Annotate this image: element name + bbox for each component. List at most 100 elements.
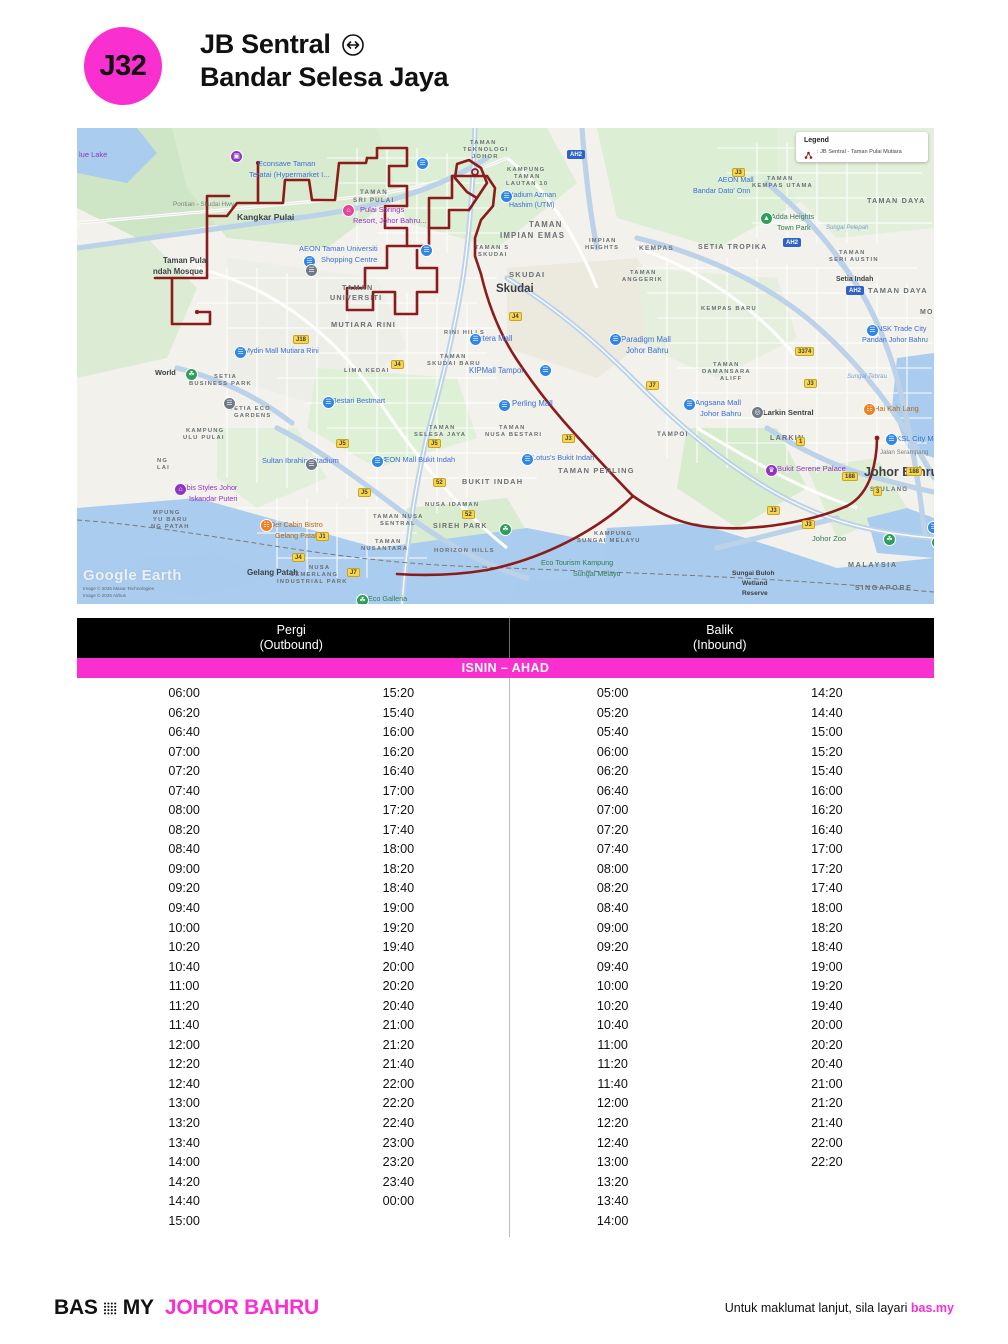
inbound-time-cell: 16:20 [811, 803, 843, 818]
inbound-time-cell: 05:00 [596, 686, 629, 700]
map-poi-pin-icon: ☰ [371, 455, 384, 468]
inbound-time-cell: 10:20 [596, 998, 629, 1013]
outbound-time-cell: 06:40 [168, 725, 200, 740]
outbound-time-cell: 12:20 [168, 1057, 200, 1072]
outbound-time-cell: 17:20 [382, 803, 415, 818]
schedule-table-header: Pergi (Outbound) Balik (Inbound) [77, 618, 934, 658]
map-poi-pin-icon: ☰ [223, 397, 236, 410]
map-poi-pin-icon: ⌂ [342, 204, 355, 217]
body-column-divider [509, 678, 511, 1238]
map-poi-pin-icon: ☷ [863, 403, 876, 416]
outbound-time-cell: 23:00 [382, 1135, 415, 1150]
inbound-time-cell: 07:40 [596, 842, 629, 857]
map-road-shield: J4 [509, 312, 522, 321]
service-days-band: ISNIN – AHAD [77, 658, 934, 678]
inbound-time-cell: 05:40 [596, 725, 629, 740]
map-road-shield: AH2 [783, 238, 802, 247]
map-road-shield: J3 [804, 379, 817, 388]
brand-my-label: MY [122, 1296, 154, 1319]
route-origin-line: JB Sentral [200, 28, 900, 61]
map-poi-pin-icon: ☘ [499, 523, 512, 536]
outbound-time-cell: 08:00 [168, 803, 200, 818]
footer-note-prefix: Untuk maklumat lanjut, sila layari [724, 1301, 911, 1315]
inbound-time-cell: 10:00 [596, 979, 629, 994]
inbound-time-cell: 18:20 [811, 920, 843, 935]
inbound-time-cell: 17:00 [811, 842, 843, 857]
inbound-time-cell: 07:20 [596, 822, 629, 837]
inbound-time-cell: 06:40 [596, 783, 629, 798]
map-attribution-airbus: Image © 2025 Airbus [83, 593, 126, 598]
footer-website-link[interactable]: bas.my [910, 1301, 954, 1315]
map-road-shield: J3 [732, 168, 745, 177]
outbound-time-cell: 10:40 [168, 959, 200, 974]
outbound-time-cell: 19:00 [382, 901, 415, 916]
map-poi-pin-icon: ☰ [521, 453, 534, 466]
map-poi-pin-icon: ☰ [683, 398, 696, 411]
outbound-time-cell: 00:00 [382, 1194, 415, 1209]
outbound-time-cell: 15:00 [168, 1213, 200, 1228]
brand-city-label: JOHOR BAHRU [164, 1296, 320, 1319]
page-footer: BAS MY JOHOR BAHRU Untuk maklumat lanjut… [0, 1282, 1008, 1344]
route-destination-label: Bandar Selesa Jaya [200, 62, 449, 92]
outbound-time-cell: 09:40 [168, 901, 200, 916]
outbound-time-cell: 13:00 [168, 1096, 200, 1111]
map-road-shield: 3374 [795, 347, 815, 356]
map-poi-pin-icon: ☰ [416, 157, 429, 170]
map-poi-pin-icon: ☰ [305, 264, 318, 277]
outbound-time-cell: 09:00 [168, 861, 200, 876]
map-poi-pin-icon: ☘ [356, 594, 369, 604]
outbound-time-cell: 22:00 [382, 1076, 415, 1091]
inbound-time-cell: 21:20 [811, 1096, 843, 1111]
inbound-time-cell: 16:00 [811, 783, 843, 798]
outbound-time-cell: 07:40 [168, 783, 200, 798]
map-poi-pin-icon: ☰ [539, 364, 552, 377]
brand-bas-label: BAS [54, 1296, 98, 1319]
inbound-time-cell: 11:20 [597, 1057, 628, 1072]
inbound-subtitle: (Inbound) [692, 638, 747, 652]
inbound-time-cell: 14:00 [596, 1213, 629, 1228]
header-column-divider [509, 618, 511, 658]
bidirectional-arrow-icon [341, 33, 365, 57]
map-road-shield: 188 [842, 472, 859, 481]
inbound-time-cell: 13:40 [596, 1194, 629, 1209]
legend-entry-label: : JB Sentral - Taman Pulai Mutiara [817, 148, 902, 155]
outbound-time-cell: 14:00 [168, 1155, 200, 1170]
inbound-column-1: 05:00 05:20 05:40 06:00 06:20 06:40 07:00 07:20… [506, 684, 720, 1231]
map-road-shield: J1 [316, 532, 329, 541]
inbound-time-cell: 15:40 [811, 764, 843, 779]
map-road-shield: J7 [646, 381, 659, 390]
outbound-time-cell: 11:20 [168, 998, 200, 1013]
inbound-time-cell: 12:00 [596, 1096, 629, 1111]
map-road-shield: J3 [802, 520, 815, 529]
outbound-time-cell: 07:20 [168, 764, 200, 779]
map-road-shield: AH2 [567, 150, 586, 159]
map-road-shield: J7 [347, 568, 360, 577]
inbound-time-cell: 08:40 [596, 901, 629, 916]
map-poi-pin-icon: ☰ [500, 190, 513, 203]
outbound-time-cell: 17:40 [382, 822, 415, 837]
inbound-time-cell: 12:40 [596, 1135, 629, 1150]
map-road-shield: J5 [358, 488, 371, 497]
map-poi-pin-icon: ☰ [420, 244, 433, 257]
outbound-time-cell: 17:00 [382, 783, 415, 798]
map-poi-pin-icon: ☰ [469, 333, 482, 346]
map-poi-pin-icon: ☰ [885, 433, 898, 446]
map-poi-pin-icon: ◎ [751, 406, 764, 419]
outbound-time-cell: 16:40 [382, 764, 415, 779]
inbound-time-cell: 18:40 [811, 940, 843, 955]
route-map[interactable]: lue Lake Econsave Taman Teratai (Hypermark… [77, 128, 934, 604]
inbound-time-cell: 16:40 [811, 822, 843, 837]
outbound-time-cell: 12:00 [168, 1037, 200, 1052]
outbound-time-cell: 11:40 [168, 1018, 200, 1033]
map-poi-pin-icon: ▣ [230, 150, 243, 163]
inbound-time-cell: 19:00 [811, 959, 843, 974]
map-poi-pin-icon: ☰ [609, 333, 622, 346]
map-road-shield: J4 [391, 360, 404, 369]
outbound-time-cell: 18:00 [382, 842, 415, 857]
outbound-time-cell: 09:20 [168, 881, 200, 896]
map-road-shield: J4 [292, 553, 305, 562]
inbound-time-cell: 15:00 [811, 725, 843, 740]
outbound-time-cell: 08:40 [168, 842, 200, 857]
inbound-time-cell: 22:00 [811, 1135, 843, 1150]
